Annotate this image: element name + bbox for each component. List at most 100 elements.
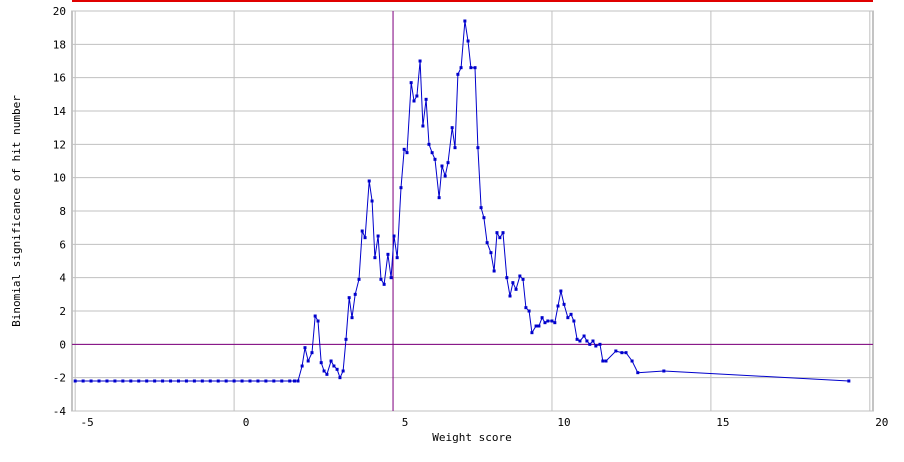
x-tick-label: 5 [402,416,409,429]
data-point [550,319,554,323]
data-point [293,379,296,383]
data-point [319,361,323,365]
data-point [418,59,422,63]
data-point [313,314,317,318]
data-point [409,81,413,85]
data-point [582,334,586,338]
data-point [296,379,300,383]
data-point [495,231,499,235]
data-point [604,359,608,363]
data-point [89,379,93,383]
data-point [636,371,640,375]
data-point [412,99,416,103]
data-point [322,369,326,373]
data-point [329,359,333,363]
data-point [459,66,463,70]
y-tick-label: 10 [53,172,66,185]
data-point [97,379,101,383]
data-point [399,186,403,190]
y-tick-label: 6 [59,238,66,251]
data-point [145,379,149,383]
data-point [556,304,560,308]
data-point [601,359,605,363]
x-axis-label: Weight score [432,431,511,444]
data-point [113,379,117,383]
data-point [450,126,454,130]
data-point [288,379,292,383]
data-line [75,20,849,382]
data-point [518,274,522,278]
y-tick-label: 18 [53,38,66,51]
data-point [562,302,566,306]
data-point [405,151,409,155]
y-tick-label: 20 [53,5,66,18]
data-point [433,157,437,161]
data-point [208,379,212,383]
data-point [350,316,354,320]
data-point [469,66,473,70]
data-point [624,351,628,355]
data-point [300,364,304,368]
data-point [476,146,480,150]
y-tick-label: 0 [59,338,66,351]
data-point [534,324,538,328]
data-point [463,19,467,23]
data-point [415,94,419,98]
data-point [473,66,477,70]
data-point [521,277,525,281]
data-point [614,349,618,353]
data-point [489,251,493,255]
data-point [437,196,441,200]
x-tick-label: 10 [557,416,570,429]
data-point [620,351,624,355]
data-point [524,306,528,310]
data-point [543,321,547,325]
data-point [367,179,371,183]
data-point [137,379,141,383]
data-point [332,364,336,368]
data-point [370,199,374,203]
data-point [588,342,592,346]
data-point [169,379,173,383]
data-point [344,337,348,341]
data-point [479,206,483,210]
data-point [316,319,320,323]
data-point [184,379,188,383]
data-point [129,379,133,383]
data-point [662,369,666,373]
data-point [424,97,428,101]
y-tick-label: 4 [59,272,66,285]
data-point [382,282,386,286]
data-point [153,379,157,383]
data-point [453,146,457,150]
data-point [508,294,512,298]
data-point [121,379,125,383]
data-point [280,379,284,383]
data-point [572,319,576,323]
data-point [527,309,531,313]
data-point [598,342,602,346]
data-point [530,331,534,335]
data-point [73,379,77,383]
data-point [363,236,367,240]
y-tick-label: 8 [59,205,66,218]
x-tick-label: 15 [716,416,729,429]
data-point [594,344,598,348]
data-point [514,287,518,291]
x-tick-label: 0 [243,416,250,429]
data-point [511,281,515,285]
data-point [501,231,505,235]
data-point [553,321,557,325]
data-point [546,319,550,323]
data-point [373,256,377,260]
data-point [357,277,361,281]
data-point [585,339,589,343]
data-point [630,359,634,363]
data-point [466,39,470,43]
y-axis-label: Binomial significance of hit number [10,95,23,327]
data-point [248,379,252,383]
data-point [389,276,393,280]
data-point [430,151,434,155]
